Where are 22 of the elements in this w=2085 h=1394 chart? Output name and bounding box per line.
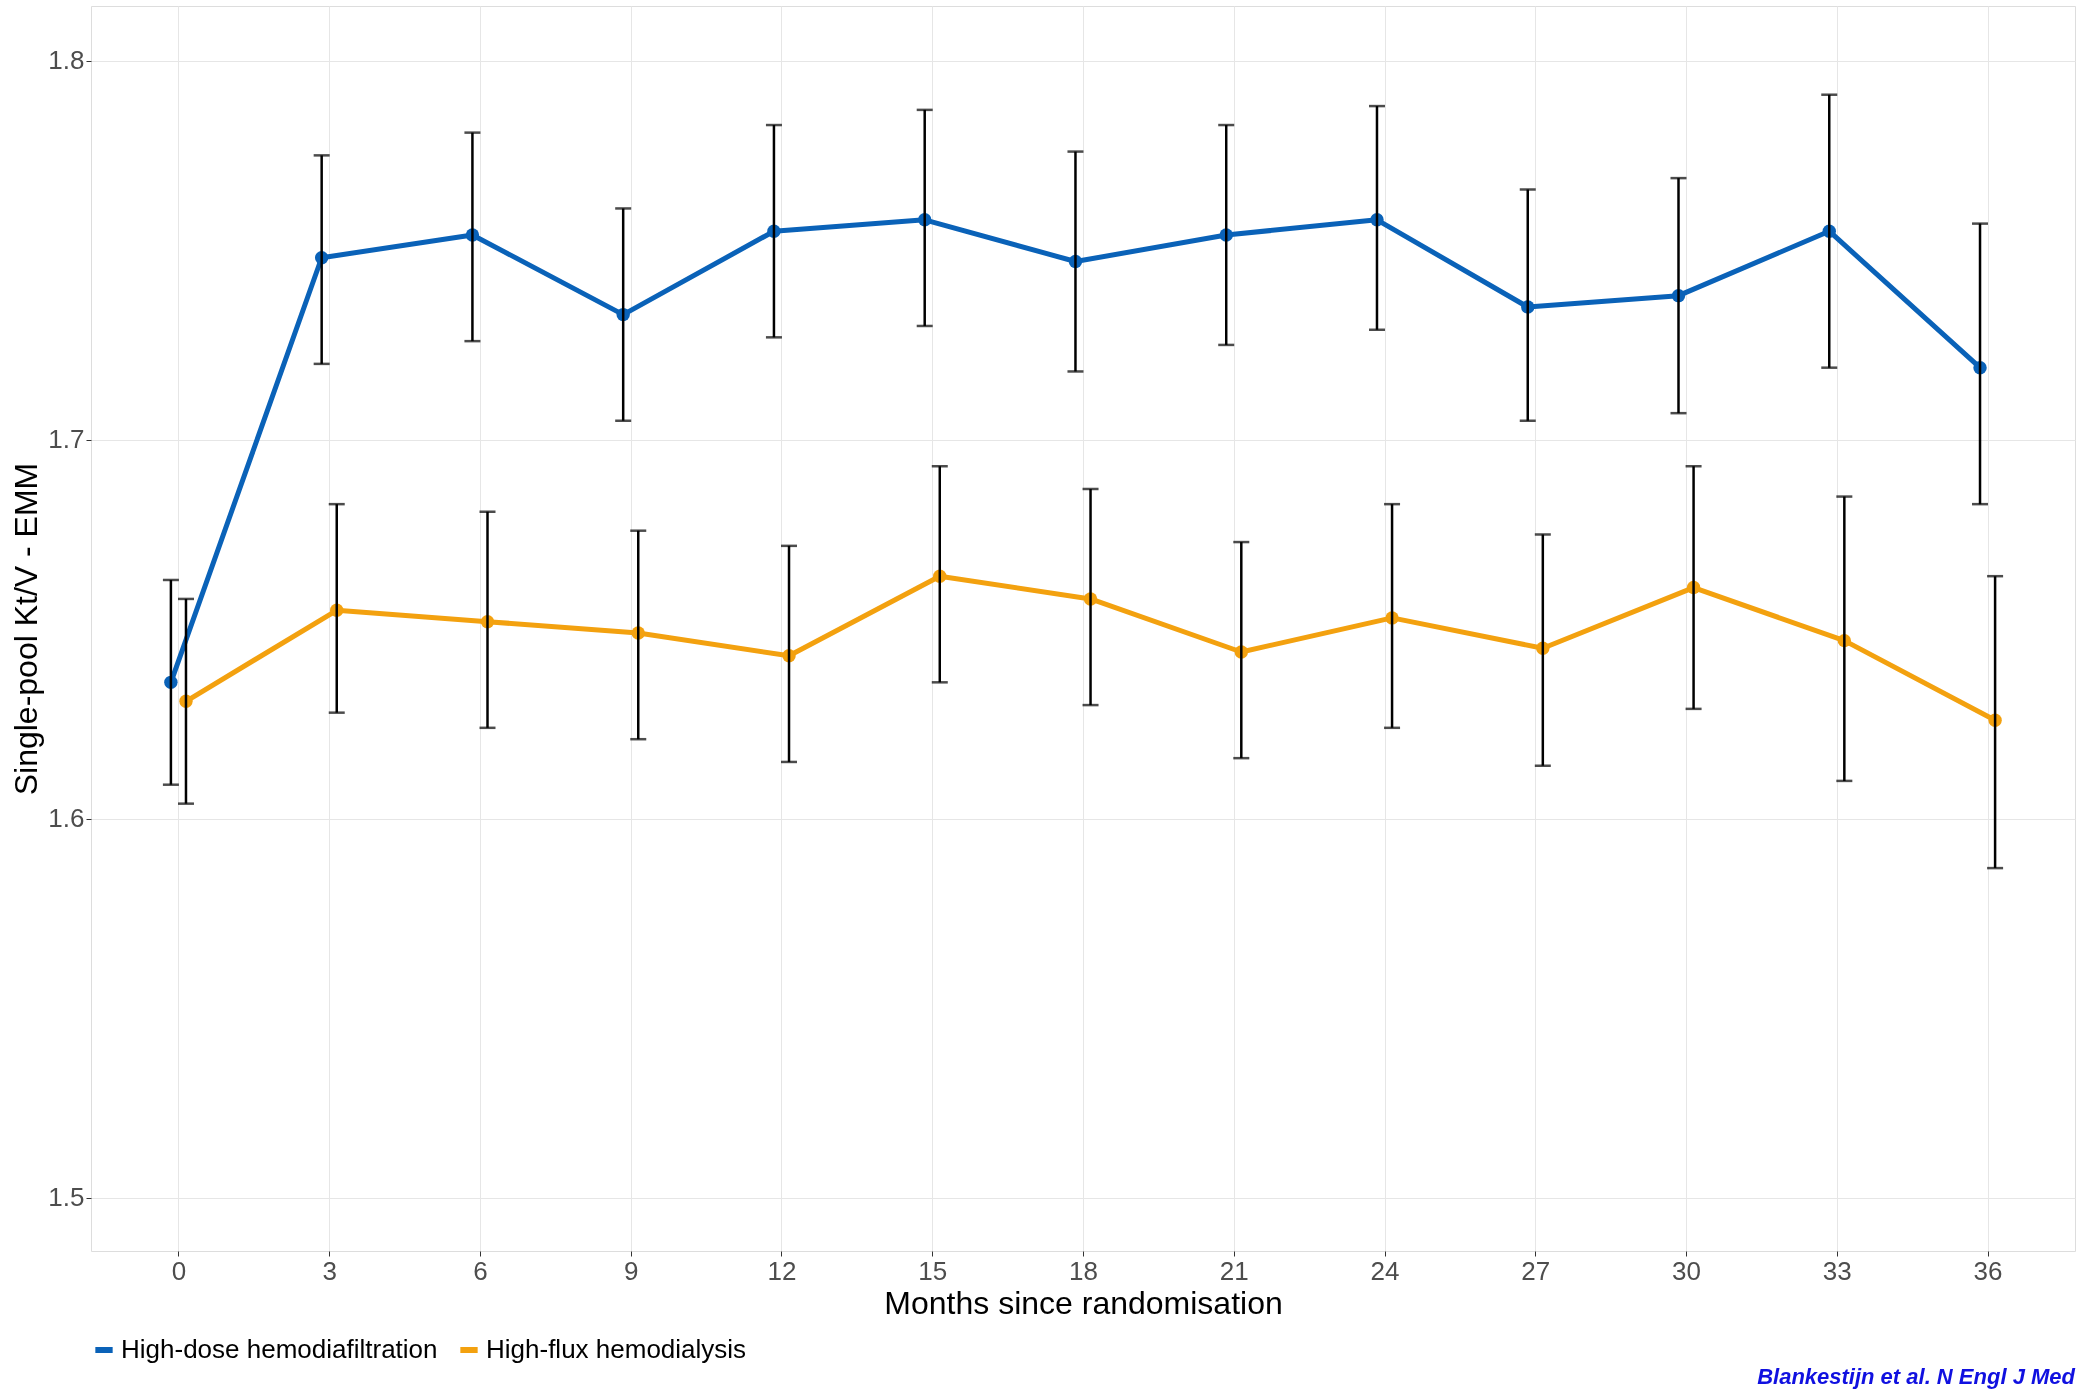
- legend-label: High-dose hemodiafiltration: [121, 1334, 438, 1364]
- legend-label: High-flux hemodialysis: [486, 1334, 747, 1364]
- x-tick-label: 21: [1219, 1255, 1249, 1286]
- x-tick-label: 12: [767, 1255, 797, 1286]
- x-tick-label: 6: [473, 1255, 488, 1286]
- y-tick-label: 1.6: [48, 803, 85, 834]
- x-tick-label: 9: [623, 1255, 639, 1286]
- x-tick-label: 24: [1370, 1255, 1400, 1286]
- x-tick-label: 30: [1672, 1255, 1701, 1286]
- x-tick-label: 18: [1069, 1255, 1098, 1286]
- x-tick-label: 3: [322, 1255, 337, 1286]
- y-tick-label: 1.5: [48, 1182, 85, 1213]
- y-tick-label: 1.8: [48, 45, 85, 76]
- y-axis-title: Single-pool Kt/V - EMM: [8, 462, 45, 796]
- text: Blankestijn et al. N Engl J Med: [1757, 1364, 2076, 1389]
- x-tick-label: 33: [1822, 1255, 1852, 1286]
- x-axis-title: Months since randomisation: [884, 1284, 1283, 1321]
- x-tick-label: 0: [171, 1255, 187, 1286]
- x-tick-label: 27: [1521, 1255, 1551, 1286]
- y-tick-label: 1.7: [48, 424, 85, 455]
- x-tick-label: 15: [918, 1255, 948, 1286]
- x-tick-label: 36: [1973, 1255, 2003, 1286]
